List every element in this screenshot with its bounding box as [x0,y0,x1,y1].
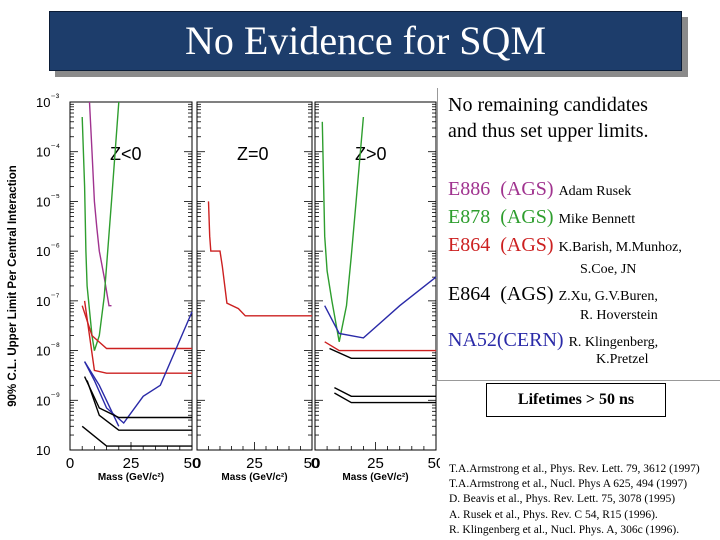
x-tick-label: 50 [304,455,321,472]
experiment-lab: (CERN) [496,329,564,351]
experiment-people-cont: R. Hoverstein [580,308,658,323]
experiment-name: NA52 [448,329,497,351]
experiment-lab: (AGS) [500,178,554,200]
experiment-people: R. Klingenberg, [568,335,659,350]
lifetime-text: Lifetimes > 50 ns [517,391,635,408]
experiment-row-e886: E886 (AGS) Adam Rusek [448,178,631,203]
x-tick-label: 25 [367,455,384,472]
series-line [81,101,120,351]
intro-text: No remaining candidates and thus set upp… [448,92,649,144]
experiment-people: Z.Xu, G.V.Buren, [558,289,658,304]
upper-limit-chart: 90% C.L. Upper Limit Per Central Interac… [7,93,440,483]
x-tick-label: 25 [246,455,263,472]
intro-line-2: and thus set upper limits. [448,120,649,142]
reference-item: T.A.Armstrong et al., Phys. Rev. Lett. 7… [449,463,700,475]
lifetime-box: Lifetimes > 50 ns [486,383,666,417]
series-line [88,101,112,307]
x-tick-label: 0 [193,455,201,472]
y-tick-label: 10⁻³ [36,93,60,110]
x-axis-label: Mass (GeV/c²) [98,472,164,483]
series-line [84,361,120,427]
x-tick-label: 50 [184,455,201,472]
experiment-row-e864-black: E864 (AGS) Z.Xu, G.V.Buren, [448,283,658,308]
y-tick-label: 10⁻⁵ [36,192,60,209]
experiment-people: K.Barish, M.Munhoz, [558,240,682,255]
experiment-people: Adam Rusek [558,184,632,199]
series-line [81,305,192,350]
series-line [207,201,312,317]
panel-label: Z=0 [237,144,269,164]
experiment-lab: (AGS) [500,283,554,305]
panel-label: Z<0 [110,144,142,164]
reference-item: T.A.Armstrong et al., Nucl. Phys A 625, … [449,478,688,491]
series-line [329,347,436,359]
y-axis-label: 90% C.L. Upper Limit Per Central Interac… [7,165,19,407]
y-tick-label: 10⁻⁷ [36,292,60,309]
y-tick-label: 10⁻⁴ [36,143,60,160]
experiment-row-na52: NA52(CERN) R. Klingenberg, [448,329,658,354]
y-tick-label: 10⁻⁹ [36,391,60,408]
x-axis-label: Mass (GeV/c²) [342,472,408,483]
x-tick-label: 0 [66,455,74,472]
series-line [83,376,192,419]
experiment-name: E878 [448,206,491,228]
series-line [334,392,436,404]
y-tick-label: 10 [36,443,50,458]
experiment-row-e878: E878 (AGS) Mike Bennett [448,206,635,231]
series-line [334,386,436,397]
reference-item: A. Rusek et al., Phys. Rev. C 54, R15 (1… [449,508,658,521]
x-tick-label: 25 [123,455,140,472]
reference-item: D. Beavis et al., Phys. Rev. Lett. 75, 3… [449,493,676,506]
experiment-people-cont: S.Coe, JN [580,262,637,277]
experiment-row-e864-red: E864 (AGS) K.Barish, M.Munhoz, [448,234,682,259]
x-axis-label: Mass (GeV/c²) [221,472,287,483]
experiment-name: E864 [448,283,491,305]
experiment-lab: (AGS) [500,234,554,256]
series-line [324,276,437,339]
series-line [83,300,192,374]
series-line [81,425,192,447]
x-tick-label: 0 [311,455,319,472]
series-line [83,311,193,425]
y-tick-label: 10⁻⁶ [36,242,60,259]
experiment-people: Mike Bennett [558,212,636,227]
panel-label: Z>0 [355,144,387,164]
series-line [324,341,436,352]
x-tick-label: 50 [428,455,440,472]
experiment-name: E864 [448,234,491,256]
series-line [86,380,192,431]
intro-line-1: No remaining candidates [448,94,648,116]
experiment-lab: (AGS) [500,206,554,228]
series-line [321,116,365,342]
experiment-name: E886 [448,178,491,200]
experiment-people-cont: K.Pretzel [596,352,649,367]
experiments-panel: No remaining candidates and thus set upp… [437,88,720,381]
y-tick-label: 10⁻⁸ [36,342,60,359]
references: T.A.Armstrong et al., Phys. Rev. Lett. 7… [449,462,700,538]
reference-item: R. Klingenberg et al., Nucl. Phys. A, 30… [449,523,680,536]
title-banner: No Evidence for SQM [49,11,682,71]
slide-title: No Evidence for SQM [184,18,547,63]
